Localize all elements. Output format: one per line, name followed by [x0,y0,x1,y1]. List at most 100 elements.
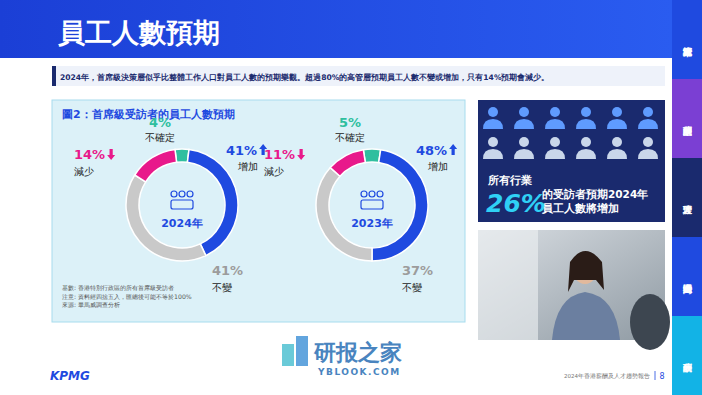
meeting-icon [361,191,383,209]
person-icon-head [643,107,653,117]
watermark-logo [282,344,294,366]
person-icon-head [643,137,653,147]
nav-label[interactable]: 大灣區機遇 [683,284,694,295]
donut-slice [372,150,428,261]
person-icon-head [550,137,560,147]
icon-person [179,191,185,197]
figure-note: 基數: 香港特別行政區的所有首席級受訪者 [62,284,174,291]
donut-slice [187,149,238,255]
footer-report: 2024年香港薪酬及人才趨勢報告 [564,373,650,379]
stat-line: 員工人數將增加 [541,202,619,215]
nav-label[interactable]: 人才市場概覽 [683,47,694,58]
nav-label[interactable]: 薪酬展望 [684,126,694,136]
nav-tab[interactable] [672,237,702,316]
category-label: 增加 [427,161,448,172]
stat-panel [478,100,665,222]
person-icon-body [607,149,627,159]
person-icon-body [576,149,596,159]
person-icon-body [483,119,503,129]
donut-slice [135,149,177,182]
person-icon-body [638,119,658,129]
data-label: 4% [149,115,171,130]
icon-table [361,200,383,209]
person-icon-body [607,119,627,129]
footer-brand: KPMG [50,369,90,383]
category-label: 不變 [402,282,422,293]
icon-table [171,200,193,209]
category-label: 減少 [264,166,284,177]
header-band [0,0,672,58]
icon-person [369,191,375,197]
photo-window [478,230,538,340]
nav-tab[interactable] [672,158,702,237]
category-label: 減少 [74,166,94,177]
photo [478,230,670,350]
watermark-text: 研报之家 [313,340,402,365]
nav-tab[interactable] [672,0,702,79]
person-icon-body [576,119,596,129]
data-label: 37% [402,263,433,278]
person-icon-head [581,137,591,147]
meeting-icon [171,191,193,209]
data-label: 5% [339,115,361,130]
watermark: 研报之家 YBLOOK.COM [282,336,402,377]
footer-divider [655,371,656,380]
donut-chart [316,149,428,261]
donut-slice [126,175,206,261]
person-icon-body [638,149,658,159]
person-icon-body [514,149,534,159]
nav-tab[interactable] [672,79,702,158]
arrow-up [449,144,457,155]
watermark-url: YBLOOK.COM [317,367,401,377]
person-icon-body [545,149,565,159]
donut-slice [363,149,380,163]
figure-note: 來源: 畢馬威調查分析 [62,301,120,308]
watermark-logo [296,336,308,366]
nav-label[interactable]: 薪酬表 [683,363,694,373]
category-label: 不確定 [145,132,175,143]
icon-person [171,191,177,197]
person-icon-body [483,149,503,159]
nav-tab[interactable] [672,316,702,395]
data-label: 41% [212,263,243,278]
person-icon-head [612,137,622,147]
icon-person [361,191,367,197]
icon-person [377,191,383,197]
category-label: 不變 [212,282,232,293]
page-title: 員工人數預期 [58,17,220,48]
data-label: 14% [74,147,105,162]
photo-person-back [630,294,670,350]
stat-value: 26% [486,189,546,218]
person-icon-head [581,107,591,117]
donut-slice [316,168,372,261]
person-icon-head [612,107,622,117]
icon-person [187,191,193,197]
person-icon-head [519,137,529,147]
arrow-down [107,149,115,160]
donut-center-title: 2023年 [351,217,393,230]
person-icon-body [545,119,565,129]
donut-chart [126,149,238,261]
category-label: 不確定 [335,132,365,143]
category-label: 增加 [237,161,258,172]
person-icon-head [488,137,498,147]
summary-stripe [52,66,56,86]
stat-line: 的受訪者預期2024年 [542,188,648,201]
data-label: 48% [416,143,447,158]
photo-hair [568,251,604,292]
person-icon-body [514,119,534,129]
data-label: 11% [264,147,295,162]
nav-label[interactable]: 人才管理 [683,205,694,215]
figure-note: 注意: 資料經四捨五入，匯總後可能不等於100% [62,293,192,301]
photo-body [552,292,620,340]
donut-center-title: 2024年 [161,217,203,230]
arrow-down [297,149,305,160]
person-icon-head [488,107,498,117]
donut-slice [330,150,365,177]
stat-line: 所有行業 [487,174,532,186]
footer-page: 8 [659,372,664,381]
person-icon-head [550,107,560,117]
summary-banner [52,66,665,86]
summary-text: 2024年，首席級決策層似乎比整體工作人口對員工人數的預期樂觀。超過80%的高管… [60,72,550,82]
figure-panel [52,100,465,322]
